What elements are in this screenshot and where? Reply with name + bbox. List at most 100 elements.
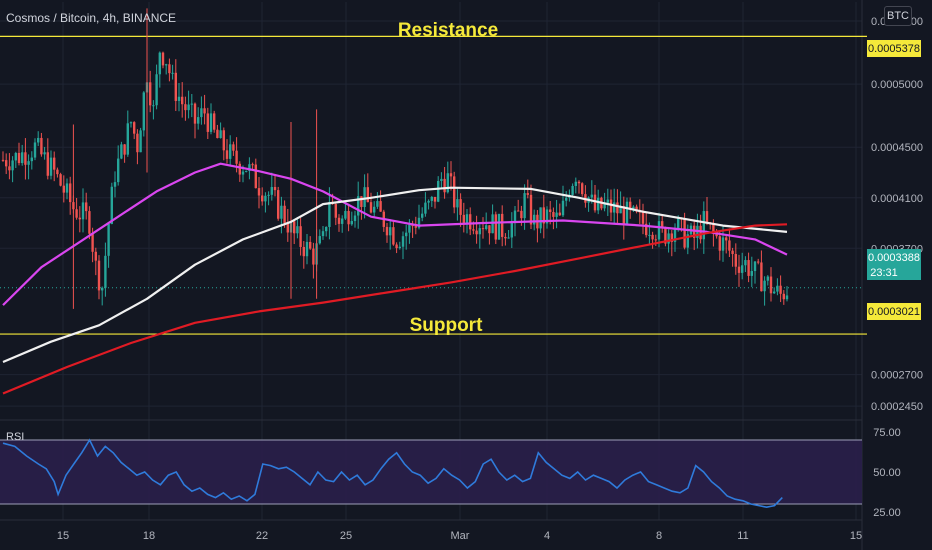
- candle-body: [414, 226, 417, 228]
- time-tick-label: 4: [544, 530, 550, 542]
- candle-body: [206, 113, 209, 132]
- candle-body: [760, 262, 763, 292]
- candle-body: [510, 222, 513, 238]
- candle-body: [597, 197, 600, 211]
- candle-body: [59, 174, 62, 186]
- time-axis[interactable]: 15 18 22 25 Mar 4 8 11 15: [57, 530, 862, 542]
- rsi-band: [0, 439, 862, 505]
- candle-body: [545, 209, 549, 224]
- candle-body: [392, 227, 395, 245]
- candle-body: [184, 104, 187, 111]
- candle-body: [344, 210, 347, 219]
- support-resistance-lines: [0, 35, 867, 335]
- candle-body: [107, 223, 110, 256]
- candle-body: [94, 251, 97, 261]
- candle-body: [398, 246, 401, 249]
- candle-body: [5, 160, 8, 167]
- moving-averages: [2, 162, 788, 395]
- candle-body: [187, 104, 190, 111]
- candle-body: [453, 176, 456, 208]
- candle-body: [766, 276, 769, 281]
- candle-body: [651, 234, 654, 240]
- candle-body: [593, 194, 597, 211]
- time-tick-label: 22: [256, 530, 268, 542]
- moving-average-line-1: [2, 162, 788, 306]
- candle-body: [149, 82, 152, 106]
- candle-body: [430, 196, 433, 201]
- candle-body: [43, 152, 46, 155]
- candle-body: [693, 225, 696, 238]
- candle-body: [104, 255, 107, 288]
- candle-body: [11, 160, 14, 171]
- candle-body: [555, 212, 558, 217]
- candle-body: [123, 144, 126, 155]
- candle-body: [113, 182, 117, 187]
- candle-body: [209, 113, 213, 132]
- candle-body: [408, 224, 411, 233]
- candle-body: [200, 108, 203, 118]
- candle-body: [8, 166, 11, 171]
- candle-body: [139, 130, 142, 153]
- candle-body: [165, 64, 168, 66]
- candle-body: [197, 117, 200, 124]
- candle-body: [325, 226, 328, 232]
- time-tick-label: 25: [340, 530, 352, 542]
- candle-body: [657, 221, 661, 240]
- candle-body: [174, 72, 177, 101]
- candle-body: [629, 201, 632, 209]
- candle-body: [728, 240, 731, 251]
- candle-body: [417, 217, 421, 228]
- candle-body: [75, 209, 78, 218]
- moving-average-line-3: [2, 223, 788, 395]
- candle-body: [257, 188, 261, 196]
- candle-body: [401, 236, 405, 247]
- candle-body: [523, 193, 526, 219]
- currency-button[interactable]: BTC: [884, 6, 912, 26]
- resistance-tag-text: 0.0005378: [868, 43, 920, 55]
- candle-body: [181, 96, 184, 105]
- candle-body: [337, 217, 341, 224]
- candle-body: [513, 210, 517, 223]
- candle-body: [433, 196, 437, 202]
- candle-body: [501, 213, 504, 237]
- candle-body: [590, 194, 593, 198]
- candle-body: [91, 233, 94, 252]
- candle-body: [245, 170, 248, 172]
- candle-body: [753, 261, 757, 272]
- candle-body: [782, 293, 785, 300]
- candle-body: [273, 187, 277, 191]
- candle-body: [507, 237, 510, 239]
- candle-body: [705, 211, 709, 223]
- candle-body: [747, 260, 750, 276]
- candle-body: [225, 150, 229, 159]
- candle-body: [661, 221, 664, 229]
- candle-body: [664, 228, 667, 244]
- candle-body: [251, 164, 254, 166]
- candle-body: [488, 225, 491, 234]
- candle-body: [353, 215, 357, 222]
- candle-body: [379, 201, 382, 212]
- candle-body: [654, 239, 657, 241]
- candle-body: [485, 225, 488, 229]
- candle-body: [619, 206, 622, 214]
- price-tick-label: 0.0005000: [871, 79, 923, 91]
- candle-body: [161, 52, 165, 66]
- support-label: Support: [410, 315, 483, 336]
- candle-body: [734, 254, 737, 267]
- candle-body: [475, 230, 478, 235]
- candle-body: [773, 291, 776, 294]
- rsi-tick-label: 75.00: [873, 427, 901, 439]
- candle-body: [405, 232, 408, 237]
- candle-body: [581, 183, 584, 195]
- last-price-tag-bg: [867, 249, 921, 280]
- time-tick-label: 8: [656, 530, 662, 542]
- support-price-tag: 0.0003021: [867, 303, 921, 320]
- support-tag-bg: [867, 303, 921, 320]
- candle-body: [757, 261, 760, 263]
- candle-body: [155, 74, 158, 106]
- price-tick-label: 0.0002450: [871, 401, 923, 413]
- price-tick-label: 0.0002700: [871, 370, 923, 382]
- candle-body: [622, 206, 625, 225]
- candle-body: [443, 178, 446, 193]
